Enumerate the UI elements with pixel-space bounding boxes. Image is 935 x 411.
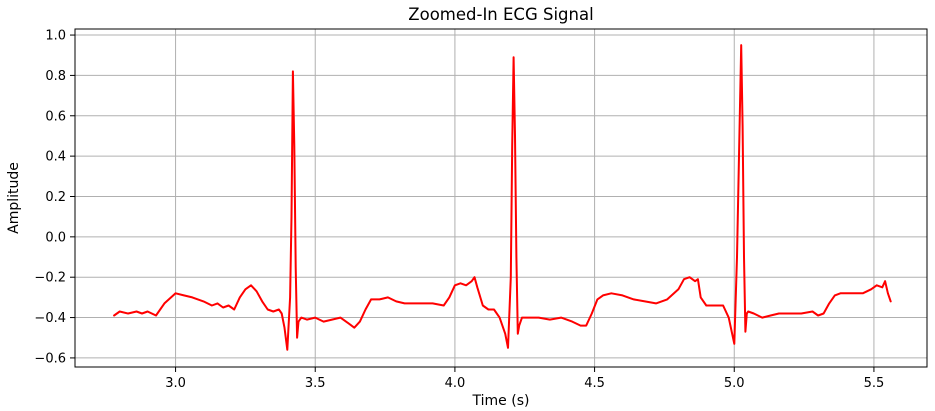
y-tick-label: 0.6 (45, 109, 66, 124)
ecg-signal-line (113, 44, 892, 351)
y-tick-label: 0.0 (45, 230, 66, 245)
y-tick-label: −0.2 (34, 271, 66, 286)
plot-frame (74, 28, 928, 368)
x-axis-title: Time (s) (472, 393, 530, 409)
y-axis-title: Amplitude (6, 162, 22, 234)
x-tick-label: 4.0 (445, 376, 466, 391)
y-tick-label: 0.8 (45, 69, 66, 84)
x-tick-label: 5.0 (724, 376, 745, 391)
x-tick-label: 5.5 (864, 376, 885, 391)
x-tick-label: 3.5 (305, 376, 326, 391)
y-tick-label: −0.6 (34, 351, 66, 366)
x-tick-label: 4.5 (584, 376, 605, 391)
y-tick-label: 1.0 (45, 29, 66, 44)
axis-ticks: 3.0 3.5 4.0 4.5 5.0 5.5 −0.6 −0.4 −0.2 0.0 0.2 0.4 0… (34, 29, 884, 391)
x-tick-label: 3.0 (165, 376, 186, 391)
y-tick-label: −0.4 (34, 311, 66, 326)
chart-title: Zoomed-In ECG Signal (408, 5, 593, 24)
grid-lines (75, 29, 927, 367)
y-tick-label: 0.2 (45, 190, 66, 205)
y-tick-label: 0.4 (45, 150, 66, 165)
